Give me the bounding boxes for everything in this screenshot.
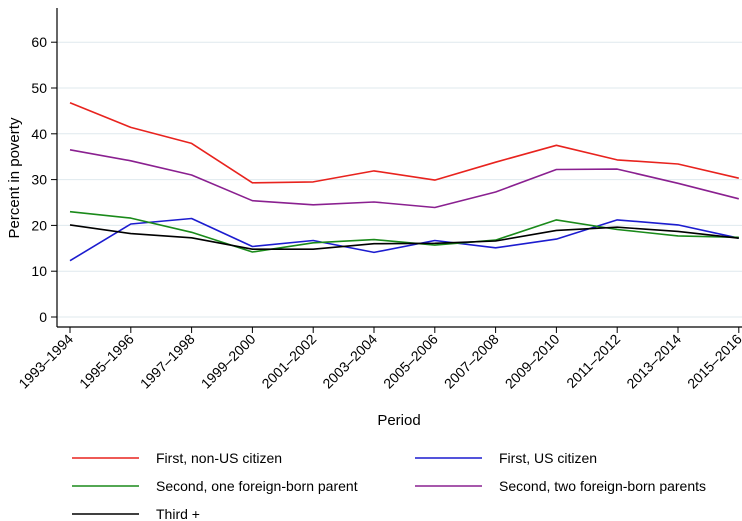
x-tick-label: 1997–1998 <box>137 331 198 392</box>
x-tick-label: 2015–2016 <box>684 331 742 392</box>
series-lines <box>69 101 739 262</box>
y-tick-label: 40 <box>31 126 47 142</box>
series-line <box>69 217 739 262</box>
y-tick-label: 20 <box>31 217 47 233</box>
y-ticks: 0 10 20 30 40 50 60 <box>31 34 57 325</box>
series-line <box>69 101 739 184</box>
y-tick-label: 30 <box>31 172 47 188</box>
series-line <box>69 210 739 253</box>
x-tick-label: 2001–2002 <box>258 331 319 392</box>
x-tick-label: 1999–2000 <box>198 331 259 392</box>
legend-item: First, US citizen <box>415 450 597 466</box>
legend-item: Second, one foreign-born parent <box>72 478 358 494</box>
y-tick-label: 50 <box>31 80 47 96</box>
y-tick-label: 10 <box>31 263 47 279</box>
legend-label: First, US citizen <box>499 450 597 466</box>
x-tick-label: 2005–2006 <box>380 331 441 392</box>
y-axis-title: Percent in poverty <box>6 117 23 238</box>
legend-label: Second, one foreign-born parent <box>156 478 358 494</box>
legend: First, non-US citizen First, US citizen Se… <box>72 450 706 521</box>
legend-label: Second, two foreign-born parents <box>499 478 706 494</box>
x-tick-label: 2003–2004 <box>319 331 380 392</box>
legend-item: Second, two foreign-born parents <box>415 478 706 494</box>
y-tick-label: 60 <box>31 34 47 50</box>
x-ticks: 1993–1994 1995–1996 1997–1998 1999–2000 2001… <box>15 327 742 392</box>
x-tick-label: 2011–2012 <box>563 331 623 391</box>
x-tick-label: 1993–1994 <box>15 331 76 392</box>
series-line <box>69 224 739 250</box>
legend-label: Third + <box>156 506 200 521</box>
x-axis-title: Period <box>377 412 420 429</box>
grid-lines <box>57 41 742 318</box>
legend-item: First, non-US citizen <box>72 450 282 466</box>
legend-label: First, non-US citizen <box>156 450 282 466</box>
x-tick-label: 2013–2014 <box>623 331 684 392</box>
legend-item: Third + <box>72 506 200 521</box>
axes <box>56 8 742 328</box>
x-tick-label: 1995–1996 <box>76 331 137 392</box>
x-tick-label: 2007–2008 <box>441 331 502 392</box>
y-tick-label: 0 <box>39 309 47 325</box>
x-tick-label: 2009–2010 <box>502 331 563 392</box>
series-line <box>69 149 739 209</box>
